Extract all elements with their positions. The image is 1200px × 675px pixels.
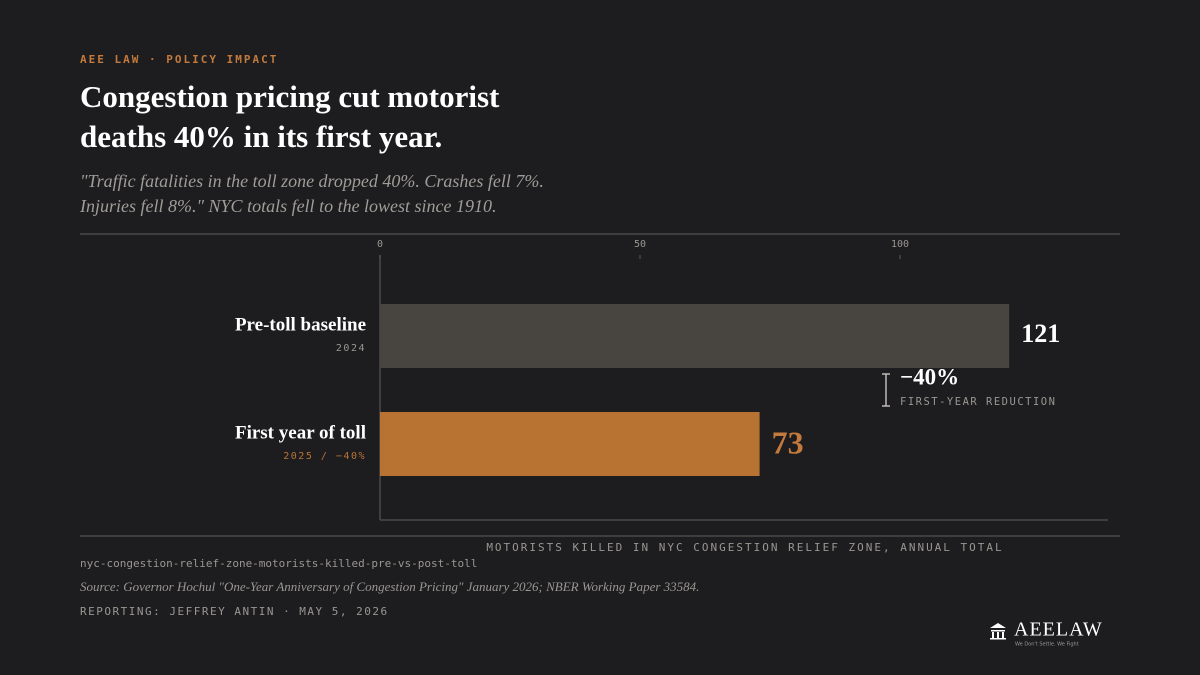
category-label: Pre-toll baseline	[235, 314, 366, 335]
source: Source: Governor Hochul "One-Year Annive…	[80, 579, 699, 594]
subtitle: Injuries fell 8%." NYC totals fell to th…	[79, 196, 497, 216]
chart-title: deaths 40% in its first year.	[80, 119, 442, 154]
annotation-bracket	[882, 373, 890, 407]
logo: AEELAW We Don't Settle. We Fight	[990, 619, 1103, 648]
value-label: 121	[1021, 319, 1060, 348]
x-tick-label: 100	[891, 239, 909, 250]
bar	[380, 412, 760, 476]
x-tick-label: 50	[634, 239, 646, 250]
x-tick-label: 0	[377, 239, 383, 250]
byline: REPORTING: JEFFREY ANTIN · MAY 5, 2026	[80, 605, 389, 618]
annotation-label: −40%	[900, 364, 959, 389]
subtitle: "Traffic fatalities in the toll zone dro…	[80, 171, 544, 191]
logo-icon	[990, 623, 1006, 640]
slug: nyc-congestion-relief-zone-motorists-kil…	[80, 557, 477, 570]
value-label: 73	[772, 424, 804, 460]
logo-name: AEELAW	[1014, 619, 1103, 641]
chart-title: Congestion pricing cut motorist	[80, 79, 500, 114]
x-axis-label: MOTORISTS KILLED IN NYC CONGESTION RELIE…	[486, 541, 1003, 554]
category-label: First year of toll	[235, 422, 366, 443]
category-sublabel: 2024	[336, 343, 366, 354]
kicker: AEE LAW · POLICY IMPACT	[80, 53, 278, 66]
annotation-text: FIRST-YEAR REDUCTION	[900, 396, 1056, 408]
category-sublabel: 2025 / −40%	[283, 451, 366, 462]
bar	[380, 304, 1010, 368]
logo-tagline: We Don't Settle. We Fight	[1015, 642, 1079, 648]
